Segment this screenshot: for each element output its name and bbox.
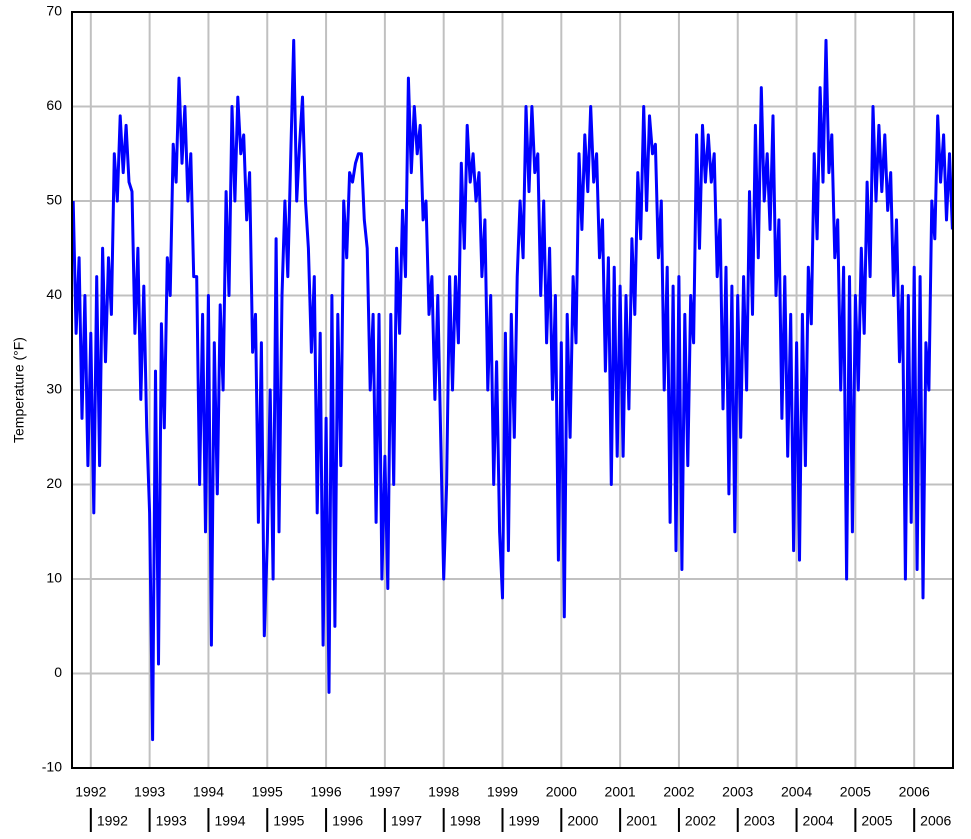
x-tick-label: 2004 xyxy=(781,784,812,800)
y-tick-label: -10 xyxy=(42,759,62,775)
y-tick-label: 50 xyxy=(46,192,62,208)
x2-tick-label: 1995 xyxy=(273,813,304,829)
x-tick-label: 2001 xyxy=(605,784,636,800)
x2-tick-label: 1992 xyxy=(97,813,128,829)
x2-tick-label: 1998 xyxy=(450,813,481,829)
x2-tick-label: 2003 xyxy=(744,813,775,829)
x-tick-label: 1996 xyxy=(310,784,341,800)
x2-tick-label: 2000 xyxy=(567,813,598,829)
x-tick-label: 2000 xyxy=(546,784,577,800)
x2-tick-label: 2006 xyxy=(920,813,951,829)
y-tick-label: 40 xyxy=(46,286,62,302)
x-tick-label: 2005 xyxy=(840,784,871,800)
y-tick-label: 0 xyxy=(54,664,62,680)
x-tick-label: 2006 xyxy=(899,784,930,800)
x2-tick-label: 1996 xyxy=(332,813,363,829)
y-tick-label: 60 xyxy=(46,97,62,113)
y-tick-label: 10 xyxy=(46,570,62,586)
x2-tick-label: 2004 xyxy=(803,813,834,829)
y-tick-label: 70 xyxy=(46,3,62,19)
x-tick-label: 2002 xyxy=(663,784,694,800)
x-tick-label: 1993 xyxy=(134,784,165,800)
x2-tick-label: 2002 xyxy=(685,813,716,829)
plot-frame xyxy=(71,11,954,769)
x2-tick-label: 1999 xyxy=(509,813,540,829)
y-tick-label: 20 xyxy=(46,475,62,491)
x2-tick-label: 1997 xyxy=(391,813,422,829)
x2-tick-label: 2005 xyxy=(861,813,892,829)
x-tick-label: 1994 xyxy=(193,784,224,800)
y-axis-label: Temperature (°F) xyxy=(11,337,27,443)
x-tick-label: 1992 xyxy=(75,784,106,800)
x2-tick-label: 1994 xyxy=(214,813,245,829)
x-tick-label: 1999 xyxy=(487,784,518,800)
x-tick-label: 1995 xyxy=(252,784,283,800)
y-tick-label: 30 xyxy=(46,381,62,397)
x2-tick-label: 1993 xyxy=(156,813,187,829)
x2-tick-label: 2001 xyxy=(626,813,657,829)
x-tick-label: 2003 xyxy=(722,784,753,800)
x-tick-label: 1998 xyxy=(428,784,459,800)
temperature-line xyxy=(71,38,954,742)
x-tick-label: 1997 xyxy=(369,784,400,800)
